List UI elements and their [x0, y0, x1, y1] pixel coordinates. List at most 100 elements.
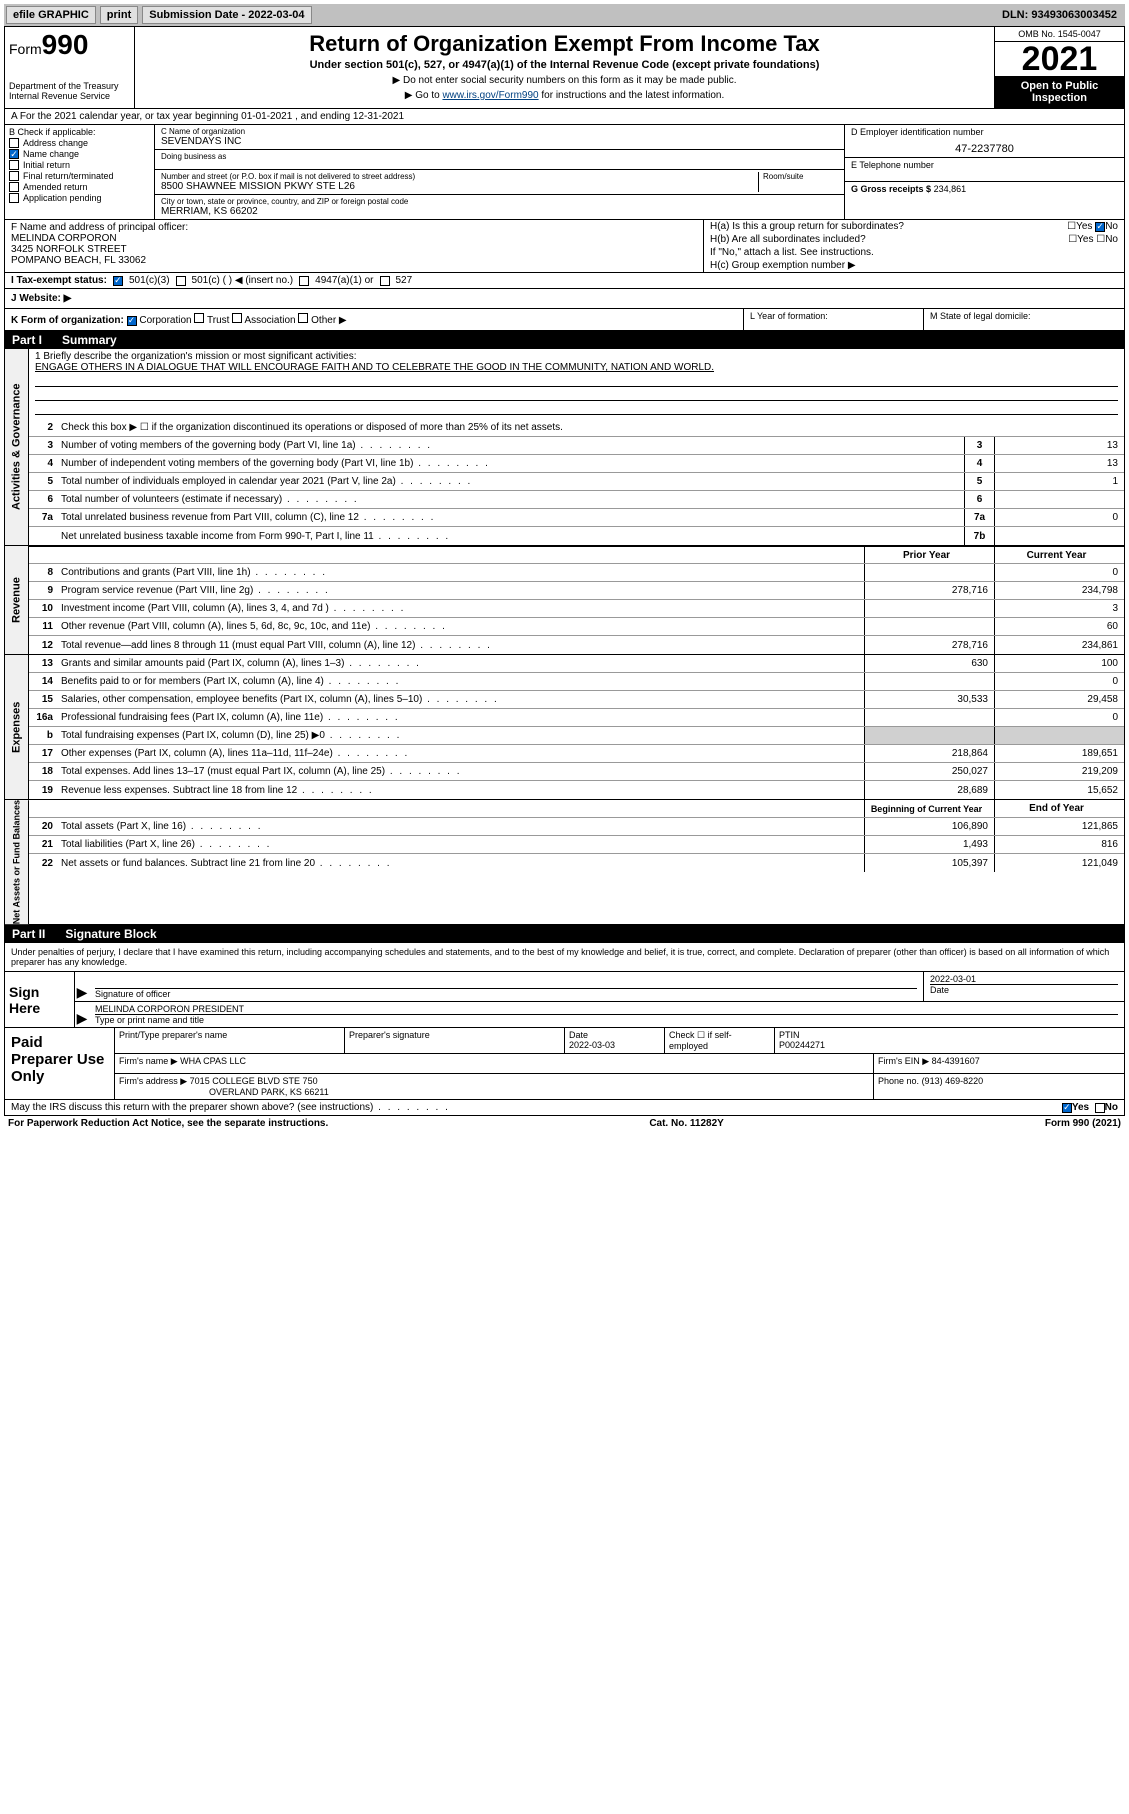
form-number: Form990 — [9, 29, 130, 61]
line-17: 17Other expenses (Part IX, column (A), l… — [29, 745, 1124, 763]
prep-date-value: 2022-03-03 — [569, 1040, 660, 1050]
row-klm: K Form of organization: ✓ Corporation Tr… — [4, 309, 1125, 331]
col-b-label: B Check if applicable: — [9, 127, 150, 137]
sig-arrow-icon: ▶ — [75, 972, 89, 1001]
form-title: Return of Organization Exempt From Incom… — [139, 31, 990, 57]
527-label: 527 — [396, 275, 413, 286]
line-5: 5Total number of individuals employed in… — [29, 473, 1124, 491]
pra-notice: For Paperwork Reduction Act Notice, see … — [8, 1118, 328, 1129]
trust-checkbox[interactable] — [194, 313, 204, 323]
firm-ein-label: Firm's EIN ▶ — [878, 1056, 929, 1066]
end-year-hdr: End of Year — [994, 800, 1124, 817]
col-b-checkboxes: B Check if applicable: Address change✓Na… — [5, 125, 155, 219]
addr-label: Number and street (or P.O. box if mail i… — [161, 172, 758, 181]
org-name-label: C Name of organization — [161, 127, 838, 136]
ein-value: 47-2237780 — [851, 143, 1118, 155]
501c-checkbox[interactable] — [176, 276, 186, 286]
firm-ein-value: 84-4391607 — [932, 1056, 980, 1066]
org-name: SEVENDAYS INC — [161, 136, 838, 147]
side-expenses: Expenses — [5, 655, 29, 799]
checkbox-amended-return[interactable]: Amended return — [9, 182, 150, 192]
side-netassets: Net Assets or Fund Balances — [5, 800, 29, 924]
sig-date-value: 2022-03-01 — [930, 974, 1118, 984]
top-toolbar: efile GRAPHIC print Submission Date - 20… — [4, 4, 1125, 26]
line-10: 10Investment income (Part VIII, column (… — [29, 600, 1124, 618]
officer-label: F Name and address of principal officer: — [11, 222, 697, 233]
part1-num: Part I — [12, 333, 42, 347]
mission-section: 1 Briefly describe the organization's mi… — [29, 349, 1124, 419]
prep-date-label: Date — [569, 1030, 660, 1040]
may-irs-text: May the IRS discuss this return with the… — [11, 1102, 1062, 1113]
form-ref: Form 990 (2021) — [1045, 1118, 1121, 1129]
part2-num: Part II — [12, 927, 45, 941]
checkbox-application-pending[interactable]: Application pending — [9, 193, 150, 203]
form-subtitle: Under section 501(c), 527, or 4947(a)(1)… — [139, 59, 990, 71]
dba-label: Doing business as — [161, 152, 838, 161]
line-12: 12Total revenue—add lines 8 through 11 (… — [29, 636, 1124, 654]
line-13: 13Grants and similar amounts paid (Part … — [29, 655, 1124, 673]
city-value: MERRIAM, KS 66202 — [161, 206, 838, 217]
line-3: 3Number of voting members of the governi… — [29, 437, 1124, 455]
assoc-label: Association — [244, 315, 295, 326]
part1-expenses: Expenses 13Grants and similar amounts pa… — [4, 655, 1125, 800]
paid-preparer-label: Paid Preparer Use Only — [5, 1028, 115, 1099]
prep-sig-label: Preparer's signature — [345, 1028, 565, 1053]
ha-answer: ☐Yes ✓No — [1008, 221, 1118, 232]
4947-checkbox[interactable] — [299, 276, 309, 286]
print-button[interactable]: print — [100, 6, 138, 24]
hb-note: If "No," attach a list. See instructions… — [710, 247, 1118, 258]
block-fh: F Name and address of principal officer:… — [4, 220, 1125, 273]
line-6: 6Total number of volunteers (estimate if… — [29, 491, 1124, 509]
checkbox-final-return-terminated[interactable]: Final return/terminated — [9, 171, 150, 181]
527-checkbox[interactable] — [380, 276, 390, 286]
side-activities: Activities & Governance — [5, 349, 29, 545]
prior-year-hdr: Prior Year — [864, 547, 994, 563]
col-f-officer: F Name and address of principal officer:… — [5, 220, 704, 272]
part1-title: Summary — [62, 333, 117, 347]
checkbox-address-change[interactable]: Address change — [9, 138, 150, 148]
irs-link[interactable]: www.irs.gov/Form990 — [442, 90, 538, 101]
efile-button[interactable]: efile GRAPHIC — [6, 6, 96, 24]
corp-checkbox[interactable]: ✓ — [127, 316, 137, 326]
line-15: 15Salaries, other compensation, employee… — [29, 691, 1124, 709]
4947-label: 4947(a)(1) or — [315, 275, 373, 286]
dln-label: DLN: 93493063003452 — [1002, 9, 1123, 21]
line-8: 8Contributions and grants (Part VIII, li… — [29, 564, 1124, 582]
hb-label: H(b) Are all subordinates included? — [710, 234, 1008, 245]
sign-here-block: Sign Here ▶ Signature of officer 2022-03… — [4, 972, 1125, 1028]
checkbox-name-change[interactable]: ✓Name change — [9, 149, 150, 159]
ptin-label: PTIN — [779, 1030, 1120, 1040]
line-7b: Net unrelated business taxable income fr… — [29, 527, 1124, 545]
501c-label: 501(c) ( ) ◀ (insert no.) — [192, 275, 294, 286]
firm-phone-value: (913) 469-8220 — [922, 1076, 984, 1086]
part2-header: Part II Signature Block — [4, 925, 1125, 943]
tax-year: 2021 — [995, 42, 1124, 76]
sig-officer-line: Signature of officer — [95, 988, 917, 999]
line-11: 11Other revenue (Part VIII, column (A), … — [29, 618, 1124, 636]
current-year-hdr: Current Year — [994, 547, 1124, 563]
part1-table: Activities & Governance 1 Briefly descri… — [4, 349, 1125, 546]
line-21: 21Total liabilities (Part X, line 26)1,4… — [29, 836, 1124, 854]
other-checkbox[interactable] — [298, 313, 308, 323]
may-irs-yes-checkbox[interactable]: ✓ — [1062, 1103, 1072, 1113]
checkbox-initial-return[interactable]: Initial return — [9, 160, 150, 170]
officer-addr2: POMPANO BEACH, FL 33062 — [11, 255, 697, 266]
may-irs-no-checkbox[interactable] — [1095, 1103, 1105, 1113]
line-19: 19Revenue less expenses. Subtract line 1… — [29, 781, 1124, 799]
no-label: No — [1105, 1102, 1118, 1113]
col-h-group: H(a) Is this a group return for subordin… — [704, 220, 1124, 272]
line-18: 18Total expenses. Add lines 13–17 (must … — [29, 763, 1124, 781]
part1-revenue: Revenue Prior Year Current Year 8Contrib… — [4, 546, 1125, 655]
line-4: 4Number of independent voting members of… — [29, 455, 1124, 473]
line-14: 14Benefits paid to or for members (Part … — [29, 673, 1124, 691]
room-label: Room/suite — [763, 172, 838, 181]
other-label: Other ▶ — [311, 315, 346, 326]
501c3-checkbox[interactable]: ✓ — [113, 276, 123, 286]
row-i-tax-status: I Tax-exempt status: ✓501(c)(3) 501(c) (… — [4, 273, 1125, 289]
assoc-checkbox[interactable] — [232, 313, 242, 323]
form-org-label: K Form of organization: — [11, 315, 124, 326]
officer-addr1: 3425 NORFOLK STREET — [11, 244, 697, 255]
line-7a: 7aTotal unrelated business revenue from … — [29, 509, 1124, 527]
officer-name: MELINDA CORPORON — [11, 233, 697, 244]
firm-name-label: Firm's name ▶ — [119, 1056, 178, 1066]
